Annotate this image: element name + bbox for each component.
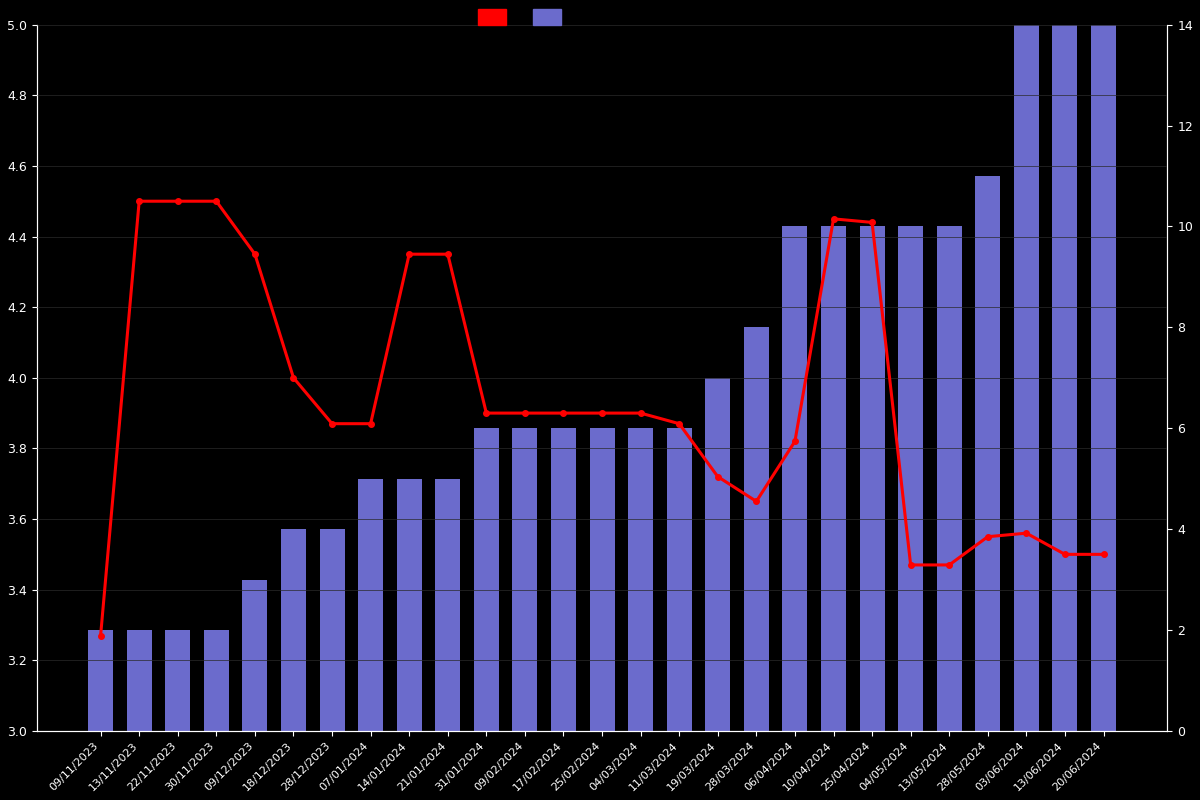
Bar <box>127 630 151 731</box>
Bar <box>589 428 614 731</box>
Bar <box>976 176 1001 731</box>
Bar <box>628 428 653 731</box>
Bar <box>397 478 421 731</box>
Bar <box>242 579 268 731</box>
Bar <box>436 478 461 731</box>
Bar <box>166 630 191 731</box>
Bar <box>667 428 691 731</box>
Bar <box>1014 25 1039 731</box>
Bar <box>88 630 113 731</box>
Bar <box>782 226 808 731</box>
Bar <box>474 428 499 731</box>
Bar <box>859 226 884 731</box>
Bar <box>1091 25 1116 731</box>
Bar <box>1052 25 1078 731</box>
Bar <box>319 529 344 731</box>
Bar <box>821 226 846 731</box>
Bar <box>706 378 731 731</box>
Bar <box>551 428 576 731</box>
Bar <box>204 630 229 731</box>
Bar <box>744 327 769 731</box>
Bar <box>937 226 961 731</box>
Bar <box>281 529 306 731</box>
Bar <box>358 478 383 731</box>
Legend: , : , <box>473 3 574 30</box>
Bar <box>898 226 923 731</box>
Bar <box>512 428 538 731</box>
